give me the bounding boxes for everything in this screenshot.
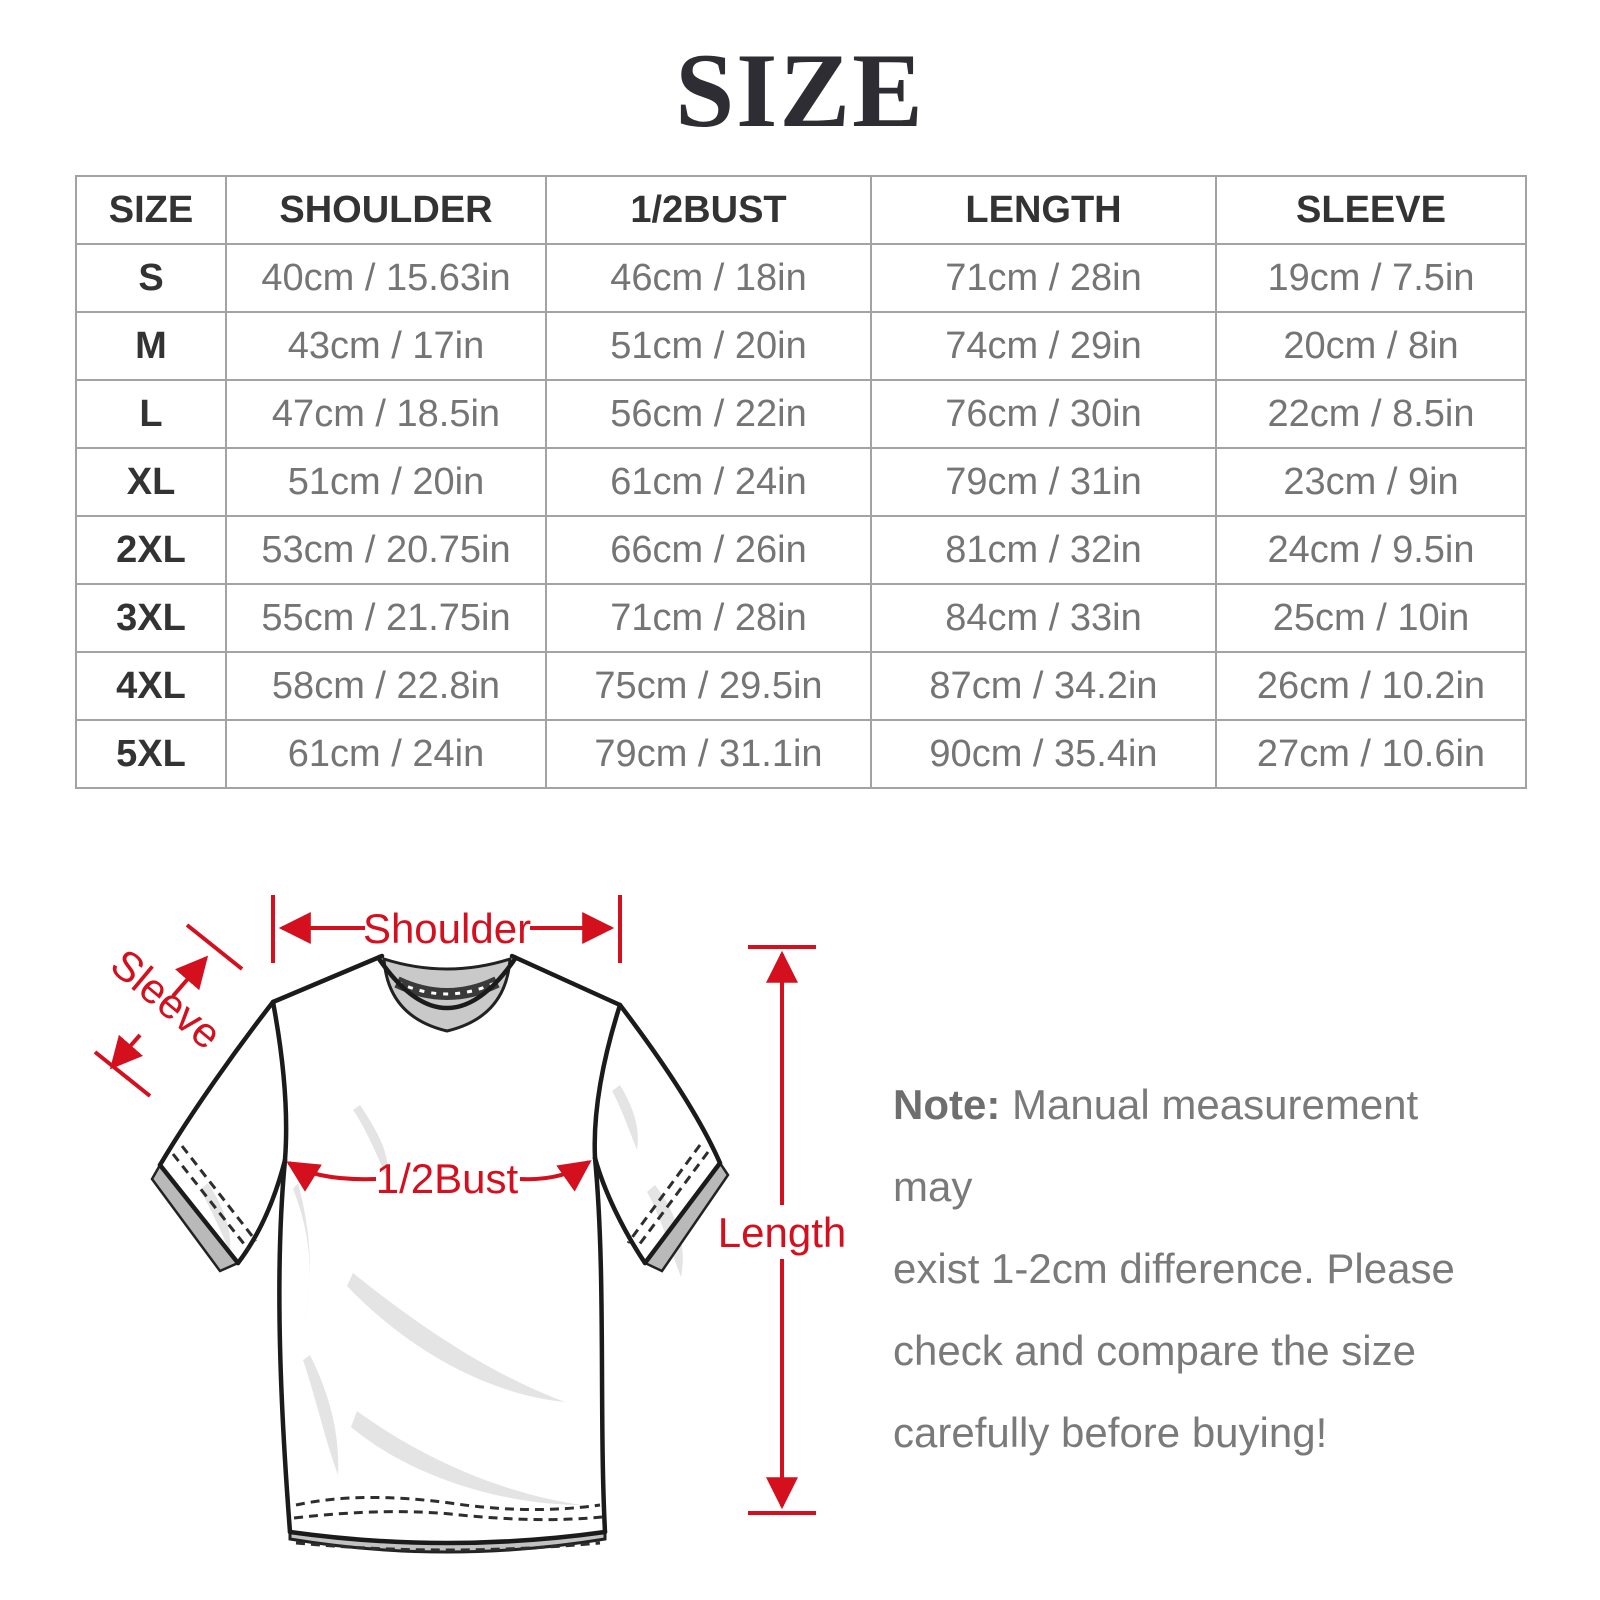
note-prefix: Note: <box>893 1081 1001 1128</box>
measurement-cell: 79cm / 31in <box>870 447 1217 517</box>
size-row-2xl: 2XL 53cm / 20.75in 66cm / 26in 81cm / 32in 2… <box>75 515 1527 585</box>
size-label-cell: 3XL <box>75 583 227 653</box>
size-row-5xl: 5XL 61cm / 24in 79cm / 31.1in 90cm / 35.4in… <box>75 719 1527 789</box>
size-label-cell: 5XL <box>75 719 227 789</box>
note-text: Manual measurement may <box>893 1081 1419 1210</box>
size-row-3xl: 3XL 55cm / 21.75in 71cm / 28in 84cm / 33in 2… <box>75 583 1527 653</box>
measurement-cell: 19cm / 7.5in <box>1215 243 1527 313</box>
measurement-cell: 58cm / 22.8in <box>225 651 547 721</box>
tshirt-outline <box>157 953 723 1546</box>
size-chart-table: SIZE SHOULDER 1/2BUST LENGTH SLEEVE S 40cm / … <box>75 175 1527 789</box>
measurement-cell: 24cm / 9.5in <box>1215 515 1527 585</box>
measurement-cell: 81cm / 32in <box>870 515 1217 585</box>
measurement-cell: 46cm / 18in <box>545 243 872 313</box>
note-line: exist 1-2cm difference. Please <box>893 1245 1455 1292</box>
column-header-1-2bust: 1/2BUST <box>545 175 872 245</box>
half-bust-arrow <box>286 1160 592 1192</box>
measurement-cell: 90cm / 35.4in <box>870 719 1217 789</box>
measurement-cell: 76cm / 30in <box>870 379 1217 449</box>
measurement-cell: 55cm / 21.75in <box>225 583 547 653</box>
measurement-cell: 75cm / 29.5in <box>545 651 872 721</box>
measurement-cell: 71cm / 28in <box>545 583 872 653</box>
measurement-cell: 22cm / 8.5in <box>1215 379 1527 449</box>
measurement-cell: 87cm / 34.2in <box>870 651 1217 721</box>
note-line: check and compare the size <box>893 1327 1416 1374</box>
half-bust-label: 1/2Bust <box>376 1155 519 1202</box>
measurement-cell: 66cm / 26in <box>545 515 872 585</box>
size-label-cell: S <box>75 243 227 313</box>
size-row-xl: XL 51cm / 20in 61cm / 24in 79cm / 31in 23cm … <box>75 447 1527 517</box>
measurement-cell: 56cm / 22in <box>545 379 872 449</box>
shoulder-arrow <box>271 895 622 963</box>
measurement-annotations <box>93 895 816 1515</box>
tshirt-collar <box>375 954 519 1033</box>
column-header-length: LENGTH <box>870 175 1217 245</box>
measurement-note: Note: Manual measurement may exist 1-2cm… <box>893 1064 1508 1474</box>
size-label-cell: 4XL <box>75 651 227 721</box>
measurement-cell: 26cm / 10.2in <box>1215 651 1527 721</box>
size-row-l: L 47cm / 18.5in 56cm / 22in 76cm / 30in 22cm… <box>75 379 1527 449</box>
size-table-header: SIZE SHOULDER 1/2BUST LENGTH SLEEVE <box>75 175 1527 245</box>
size-row-s: S 40cm / 15.63in 46cm / 18in 71cm / 28in 19c… <box>75 243 1527 313</box>
sleeve-label: Sleeve <box>102 940 231 1059</box>
measurement-cell: 84cm / 33in <box>870 583 1217 653</box>
size-row-m: M 43cm / 17in 51cm / 20in 74cm / 29in 20cm /… <box>75 311 1527 381</box>
measurement-cell: 23cm / 9in <box>1215 447 1527 517</box>
measurement-cell: 51cm / 20in <box>225 447 547 517</box>
shoulder-label: Shoulder <box>363 905 531 952</box>
note-line: carefully before buying! <box>893 1409 1328 1456</box>
measurement-cell: 53cm / 20.75in <box>225 515 547 585</box>
measurement-cell: 27cm / 10.6in <box>1215 719 1527 789</box>
measurement-cell: 20cm / 8in <box>1215 311 1527 381</box>
measurement-cell: 71cm / 28in <box>870 243 1217 313</box>
measurement-cell: 43cm / 17in <box>225 311 547 381</box>
measurement-cell: 79cm / 31.1in <box>545 719 872 789</box>
size-label-cell: M <box>75 311 227 381</box>
column-header-size: SIZE <box>75 175 227 245</box>
measurement-cell: 61cm / 24in <box>225 719 547 789</box>
sleeve-arrow <box>93 923 244 1098</box>
size-row-4xl: 4XL 58cm / 22.8in 75cm / 29.5in 87cm / 34.2… <box>75 651 1527 721</box>
column-header-sleeve: SLEEVE <box>1215 175 1527 245</box>
size-label-cell: XL <box>75 447 227 517</box>
note-line: Note: Manual measurement may <box>893 1064 1508 1228</box>
size-label-cell: 2XL <box>75 515 227 585</box>
measurement-cell: 74cm / 29in <box>870 311 1217 381</box>
measurement-cell: 25cm / 10in <box>1215 583 1527 653</box>
page-title: SIZE <box>675 32 925 149</box>
measurement-cell: 47cm / 18.5in <box>225 379 547 449</box>
tshirt-stitching <box>171 1144 710 1552</box>
size-label-cell: L <box>75 379 227 449</box>
length-label: Length <box>718 1209 846 1256</box>
column-header-shoulder: SHOULDER <box>225 175 547 245</box>
measurement-cell: 61cm / 24in <box>545 447 872 517</box>
length-arrow <box>748 945 816 1515</box>
measurement-cell: 40cm / 15.63in <box>225 243 547 313</box>
measurement-cell: 51cm / 20in <box>545 311 872 381</box>
tshirt-measurement-diagram: Shoulder Sleeve 1/2Bust Length <box>93 895 846 1554</box>
tshirt-shading <box>200 1085 683 1505</box>
